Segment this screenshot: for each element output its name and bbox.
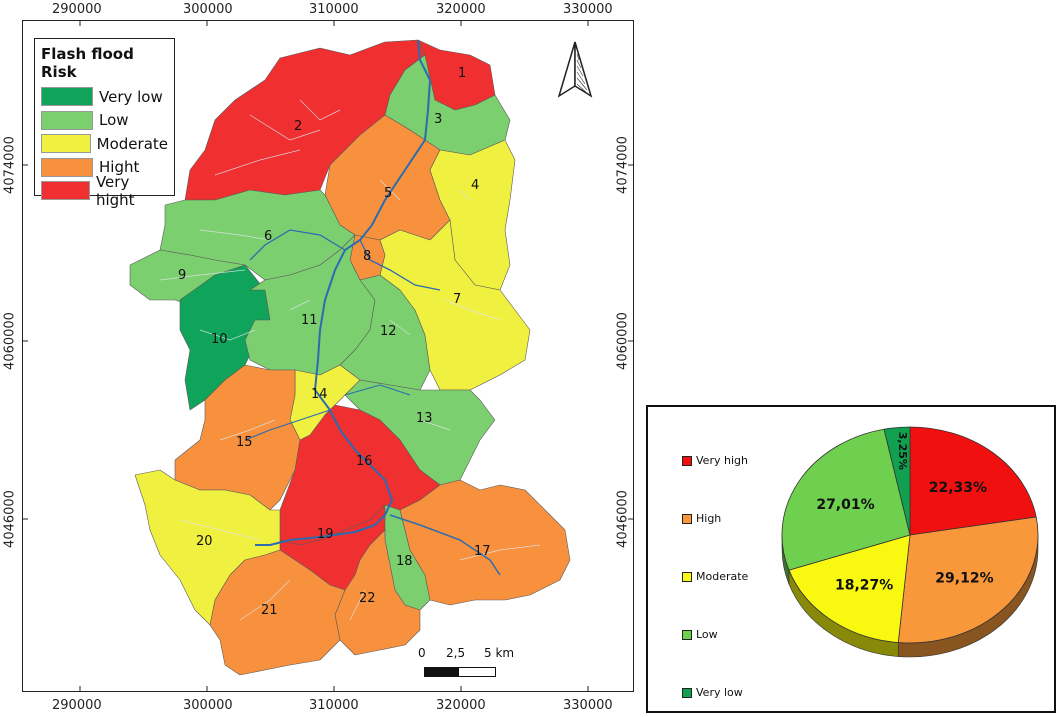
- subbasin-label: 17: [474, 544, 491, 559]
- north-arrow-icon: [557, 41, 593, 98]
- pie-slice: [781, 428, 911, 571]
- legend-item: Very hight: [41, 173, 168, 209]
- scale-segment-black: [424, 667, 459, 677]
- legend-item: Very low: [41, 85, 168, 109]
- legend-swatch: [41, 181, 90, 201]
- pie-legend-label: Low: [696, 628, 718, 641]
- legend-title: Flash flood Risk: [41, 45, 134, 81]
- scale-label-0: 0: [418, 646, 426, 660]
- subbasin-21: [209, 549, 346, 676]
- pie-legend-label: Very low: [696, 686, 743, 699]
- legend-label: Hight: [99, 158, 140, 177]
- map-frame: [22, 20, 634, 692]
- subbasin-label: 13: [416, 411, 433, 426]
- pie-legend-swatch: [682, 571, 692, 582]
- pie-legend-swatch: [682, 629, 692, 640]
- subbasin-17: [399, 479, 571, 606]
- legend-swatch: [41, 87, 93, 107]
- pie-slice: [897, 516, 1039, 644]
- subbasin-label: 10: [211, 332, 228, 347]
- legend-label: Moderate: [96, 134, 168, 153]
- subbasin-label: 9: [178, 268, 187, 283]
- map-legend: Flash flood Risk Very low Low Moderate H…: [34, 38, 175, 209]
- subbasin-7: [379, 219, 531, 391]
- subbasin-4: [429, 139, 516, 291]
- pie-legend-item: High: [682, 512, 721, 525]
- x-tick-top: 300000: [183, 2, 233, 17]
- subbasin-labels: 1 2 3 4 5 6 7 8 9 10 11 12 13 14 15 16 1…: [178, 66, 491, 618]
- subbasin-22: [334, 529, 421, 656]
- legend-label: Low: [99, 111, 129, 130]
- subbasin-label: 14: [311, 387, 328, 402]
- pie-slice-label: 18,27%: [835, 577, 893, 593]
- pie-legend-label: High: [696, 512, 722, 525]
- legend-label: Very hight: [95, 172, 135, 209]
- subbasin-label: 6: [264, 229, 273, 244]
- subbasin-label: 11: [301, 313, 318, 328]
- pie-legend-label: Very high: [696, 454, 748, 467]
- pie-legend-item: Low: [682, 628, 718, 641]
- subbasin-label: 5: [384, 186, 393, 201]
- x-tick-top: 330000: [563, 2, 613, 17]
- scale-label-end: 5 km: [484, 646, 515, 660]
- pie-legend-label: Moderate: [696, 570, 749, 583]
- pie-legend-item: Moderate: [682, 570, 748, 583]
- subbasin-label: 8: [363, 249, 372, 264]
- subbasin-label: 12: [380, 324, 397, 339]
- legend-item: Hight: [41, 156, 168, 180]
- subbasin-label: 20: [196, 534, 213, 549]
- subbasin-label: 18: [396, 554, 413, 569]
- subbasin-label: 4: [471, 178, 480, 193]
- x-tick-bottom: 290000: [52, 698, 102, 713]
- pie-legend-item: Very high: [682, 454, 748, 467]
- scale-label-mid: 2,5: [446, 646, 466, 660]
- subbasin-label: 22: [359, 591, 376, 606]
- pie-slice-label: 22,33%: [929, 480, 987, 496]
- legend-swatch: [41, 157, 93, 177]
- legend-swatch: [41, 134, 91, 154]
- legend-label: Very low: [99, 87, 163, 106]
- pie-slice: [788, 534, 911, 643]
- pie-legend-swatch: [682, 455, 692, 466]
- legend-item: Moderate: [41, 132, 168, 156]
- pie-slice-label: 29,12%: [935, 571, 993, 587]
- pie-slice: [909, 426, 1037, 536]
- subbasin-label: 2: [294, 119, 303, 134]
- pie-legend-swatch: [682, 513, 692, 524]
- pie-slice: [883, 426, 911, 536]
- x-tick-top: 320000: [436, 2, 486, 17]
- subbasin-label: 3: [434, 112, 443, 127]
- pie-legend-swatch: [682, 687, 692, 698]
- subbasin-label: 21: [261, 603, 278, 618]
- scale-labels: 0 2,5 5 km: [418, 646, 518, 662]
- subbasin-15: [174, 364, 301, 511]
- legend-swatch: [41, 110, 93, 130]
- pie-slice-label: 27,01%: [816, 497, 874, 513]
- pie-chart: 22,33% 29,12% 18,27% 27,01% 3,25%: [781, 426, 1039, 658]
- subbasin-label: 15: [236, 435, 253, 450]
- x-tick-bottom: 330000: [563, 698, 613, 713]
- x-tick-top: 310000: [309, 2, 359, 17]
- subbasin-label: 7: [453, 292, 462, 307]
- subbasin-label: 19: [317, 527, 334, 542]
- subbasin-label: 16: [356, 454, 373, 469]
- subbasin-label: 1: [458, 66, 467, 81]
- scale-bar: 0 2,5 5 km: [418, 646, 518, 682]
- pie-slice-label: 3,25%: [896, 432, 909, 470]
- legend-item: Low: [41, 109, 168, 133]
- x-tick-bottom: 320000: [436, 698, 486, 713]
- scale-segment-white: [458, 667, 496, 677]
- x-tick-bottom: 310000: [309, 698, 359, 713]
- x-tick-top: 290000: [52, 2, 102, 17]
- x-tick-bottom: 300000: [183, 698, 233, 713]
- pie-chart-panel: [646, 405, 1056, 713]
- pie-legend-item: Very low: [682, 686, 743, 699]
